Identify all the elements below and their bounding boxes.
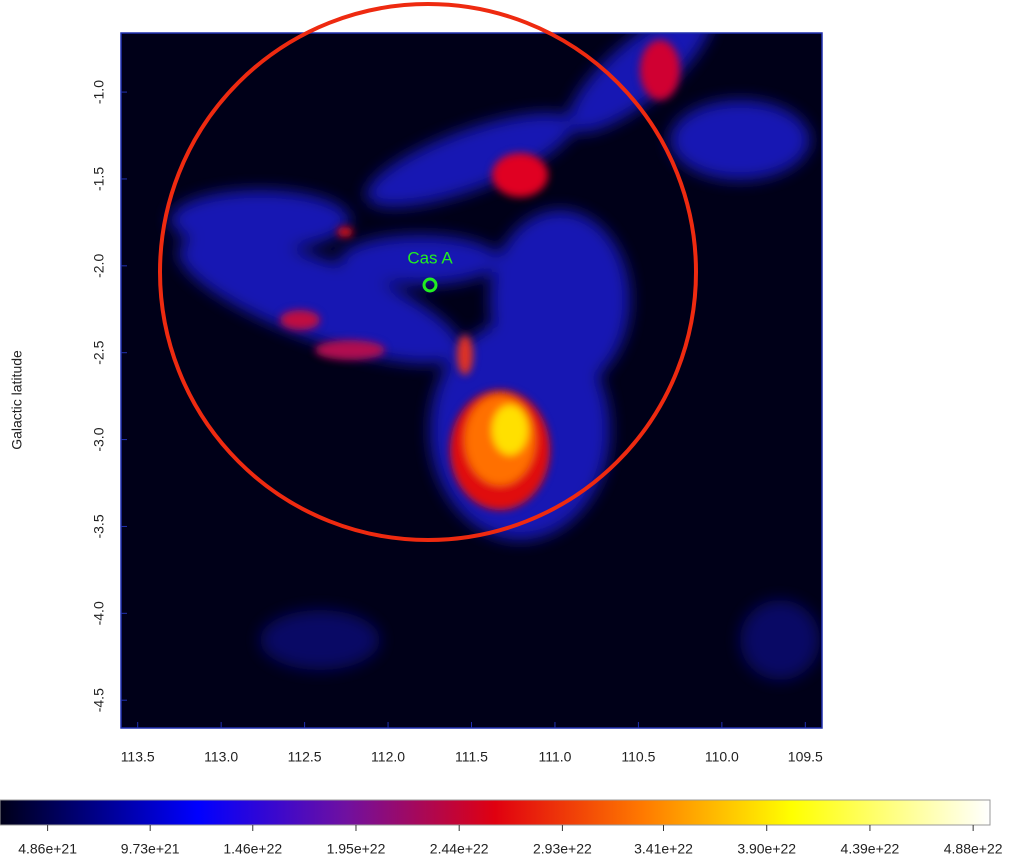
- y-tick-label: -1.0: [91, 80, 107, 104]
- x-tick-label: 112.0: [371, 749, 405, 765]
- x-tick-label: 110.5: [621, 749, 655, 765]
- colorbar-tick-label: 1.95e+22: [327, 841, 386, 857]
- y-tick-label: -1.5: [91, 167, 107, 191]
- y-tick-label: -2.5: [91, 340, 107, 364]
- colorbar-tick-label: 3.41e+22: [634, 841, 693, 857]
- annotation: Cas A: [407, 248, 453, 267]
- sky-image: [121, 0, 822, 728]
- x-tick-label: 113.0: [204, 749, 238, 765]
- y-axis-label: Galactic latitude: [9, 350, 25, 450]
- colorbar-tick-label: 1.46e+22: [223, 841, 282, 857]
- y-tick-label: -3.0: [91, 427, 107, 451]
- colorbar: [0, 800, 990, 825]
- x-tick-label: 109.5: [788, 749, 823, 765]
- colorbar-tick-label: 9.73e+21: [121, 841, 180, 857]
- colorbar-tick-label: 4.86e+21: [18, 841, 77, 857]
- x-tick-label: 113.5: [121, 749, 155, 765]
- y-tick-label: -4.5: [91, 688, 107, 712]
- y-tick-label: -2.0: [91, 254, 107, 278]
- colorbar-tick-label: 2.44e+22: [430, 841, 489, 857]
- x-tick-label: 112.5: [288, 749, 322, 765]
- colorbar-tick-label: 2.93e+22: [533, 841, 592, 857]
- chart: Cas A Galactic latitude 113.5 113.0 112.5 1…: [0, 0, 1015, 862]
- colorbar-tick-label: 4.88e+22: [944, 841, 1003, 857]
- colorbar-tick-label: 4.39e+22: [841, 841, 900, 857]
- y-tick-label: -3.5: [91, 514, 107, 538]
- x-tick-label: 111.5: [455, 749, 488, 765]
- y-tick-label: -4.0: [91, 601, 107, 625]
- colorbar-tick-label: 3.90e+22: [737, 841, 796, 857]
- x-tick-label: 110.0: [705, 749, 739, 765]
- x-tick-label: 111.0: [538, 749, 571, 765]
